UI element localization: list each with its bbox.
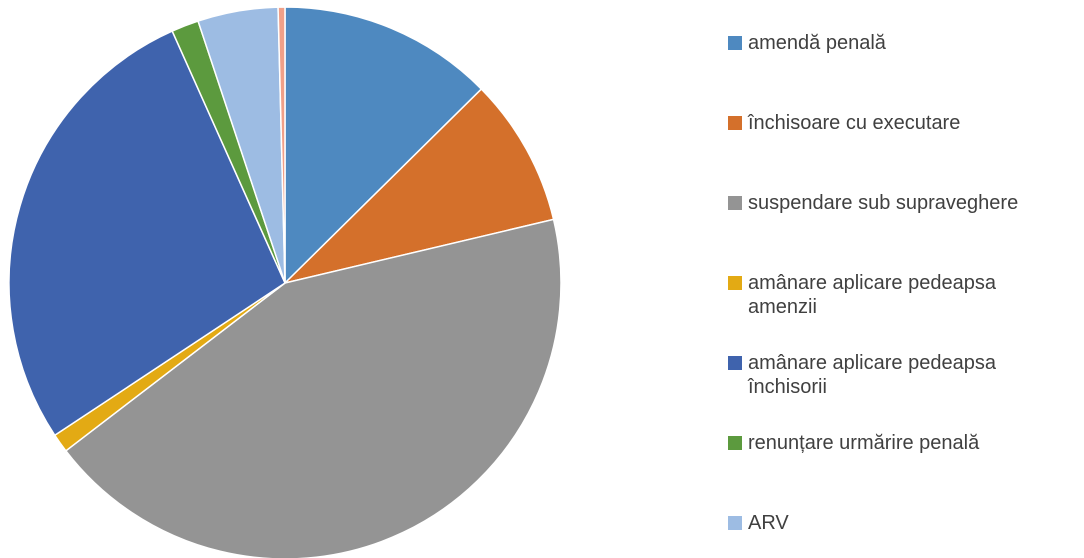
- legend-label: amânare aplicare pedeapsa amenzii: [748, 272, 996, 318]
- legend-item: amendă penală: [728, 31, 1078, 55]
- legend-label: ARV: [748, 512, 789, 534]
- legend-swatch: [728, 436, 742, 450]
- pie-slice: [64, 218, 562, 558]
- legend-item: ARV: [728, 511, 1078, 535]
- legend-label: amânare aplicare pedeapsa închisorii: [748, 352, 996, 398]
- legend-label: închisoare cu executare: [748, 112, 961, 134]
- legend-label: suspendare sub supraveghere: [748, 192, 1019, 214]
- legend-label: renunțare urmărire penală: [748, 432, 980, 454]
- legend-item: închisoare cu executare: [728, 111, 1078, 135]
- legend-label: amendă penală: [748, 32, 886, 54]
- pie-slice: [8, 30, 286, 437]
- legend-swatch: [728, 36, 742, 50]
- legend-item: renunțare urmărire penală: [728, 431, 1078, 455]
- legend-swatch: [728, 196, 742, 210]
- pie-slice: [284, 6, 483, 285]
- legend-item: amânare aplicare pedeapsa amenzii: [728, 271, 1078, 319]
- legend-swatch: [728, 356, 742, 370]
- legend-swatch: [728, 516, 742, 530]
- pie-slice: [277, 6, 286, 284]
- legend-swatch: [728, 276, 742, 290]
- pie-slice: [282, 88, 555, 285]
- legend-swatch: [728, 116, 742, 130]
- legend-item: suspendare sub supraveghere: [728, 191, 1078, 215]
- legend-item: amânare aplicare pedeapsa închisorii: [728, 351, 1078, 399]
